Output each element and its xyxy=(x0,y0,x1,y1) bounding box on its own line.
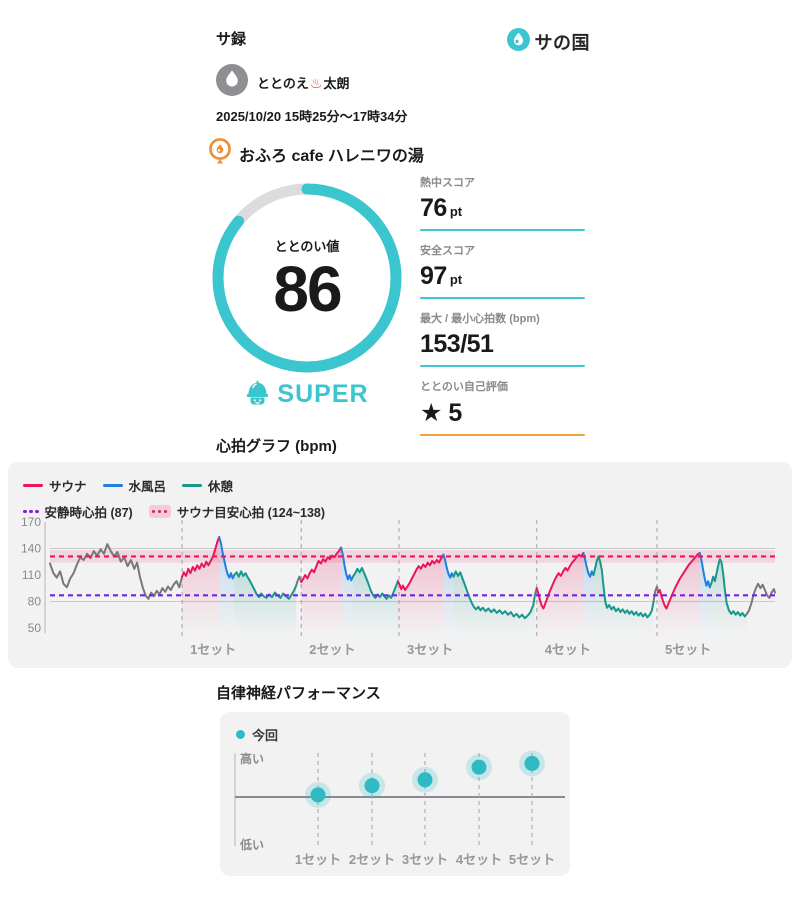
avatar xyxy=(216,64,248,101)
svg-text:4セット: 4セット xyxy=(456,852,502,867)
legend-sauna: サウナ xyxy=(23,476,87,495)
svg-text:3セット: 3セット xyxy=(402,852,448,867)
heart-rate-chart-title: 心拍グラフ (bpm) xyxy=(216,438,337,455)
gauge-value: 86 xyxy=(273,253,342,325)
location-pin-icon xyxy=(208,138,232,170)
user-row[interactable]: ととのえ♨太朗 xyxy=(216,64,349,101)
divider xyxy=(420,434,585,436)
svg-text:110: 110 xyxy=(22,568,41,582)
divider xyxy=(420,229,585,231)
rank-badge: SUPER xyxy=(212,379,402,410)
autonomic-chart-panel: 今回 高い低い 1セット 2セット 3セット 4セット 5セット xyxy=(220,712,570,876)
gauge-label: ととのい値 xyxy=(274,239,340,254)
svg-text:低い: 低い xyxy=(239,837,264,852)
session-datetime: 2025/10/20 15時25分〜17時34分 xyxy=(216,109,408,124)
stat-self-rating: ととのい自己評価 ★ 5 xyxy=(420,378,585,436)
autonomic-legend: 今回 xyxy=(236,725,278,744)
svg-text:170: 170 xyxy=(21,515,41,529)
autonomic-chart-title: 自律神経パフォーマンス xyxy=(216,685,381,702)
svg-text:3セット: 3セット xyxy=(407,642,453,657)
legend-rest: 休憩 xyxy=(182,476,233,495)
legend-dot-icon xyxy=(236,730,245,739)
stats-list: 熱中スコア 76 pt 安全スコア 97 pt 最大 / 最小心拍数 (bpm) 1… xyxy=(420,174,585,447)
page-title: サ録 xyxy=(216,31,247,48)
legend-resting-hr: 安静時心拍 (87) xyxy=(23,502,133,521)
svg-text:2セット: 2セット xyxy=(349,852,395,867)
location-name: おふろ cafe ハレニワの湯 xyxy=(239,148,424,165)
legend-water-bath: 水風呂 xyxy=(102,476,166,495)
stat-heat-score: 熱中スコア 76 pt xyxy=(420,174,585,231)
svg-text:5セット: 5セット xyxy=(509,852,555,867)
svg-text:4セット: 4セット xyxy=(545,642,591,657)
divider xyxy=(420,297,585,299)
svg-text:1セット: 1セット xyxy=(190,642,236,657)
location-row[interactable]: おふろ cafe ハレニワの湯 xyxy=(208,138,424,170)
svg-text:5セット: 5セット xyxy=(665,642,711,657)
rank-label: SUPER xyxy=(277,380,369,408)
stat-max-min-hr: 最大 / 最小心拍数 (bpm) 153/51 xyxy=(420,310,585,367)
user-name: ととのえ♨太朗 xyxy=(257,75,350,91)
divider xyxy=(420,365,585,367)
svg-text:50: 50 xyxy=(28,621,42,635)
brand-logo[interactable]: サの国 xyxy=(506,28,591,56)
svg-text:2セット: 2セット xyxy=(309,642,355,657)
heart-rate-chart-panel: サウナ 水風呂 休憩 安静時心拍 (87) サウナ目安心拍 (124~138) … xyxy=(8,462,792,668)
heart-rate-legend: サウナ 水風呂 休憩 安静時心拍 (87) サウナ目安心拍 (124~138) xyxy=(23,476,325,528)
sauna-hat-icon xyxy=(245,379,270,410)
water-drop-logo-icon xyxy=(506,28,530,56)
svg-text:高い: 高い xyxy=(240,751,264,766)
svg-text:140: 140 xyxy=(21,541,41,555)
svg-text:80: 80 xyxy=(28,594,42,608)
hot-spring-icon: ♨ xyxy=(309,75,323,91)
stat-safety-score: 安全スコア 97 pt xyxy=(420,242,585,299)
totonoi-gauge xyxy=(212,183,402,373)
brand-name: サの国 xyxy=(534,33,590,53)
heart-rate-chart: 170 140 110 80 50 1セット 2セット 3セット 4セット 5セット xyxy=(21,515,776,657)
legend-target-hr: サウナ目安心拍 (124~138) xyxy=(148,502,325,521)
svg-text:1セット: 1セット xyxy=(295,852,341,867)
